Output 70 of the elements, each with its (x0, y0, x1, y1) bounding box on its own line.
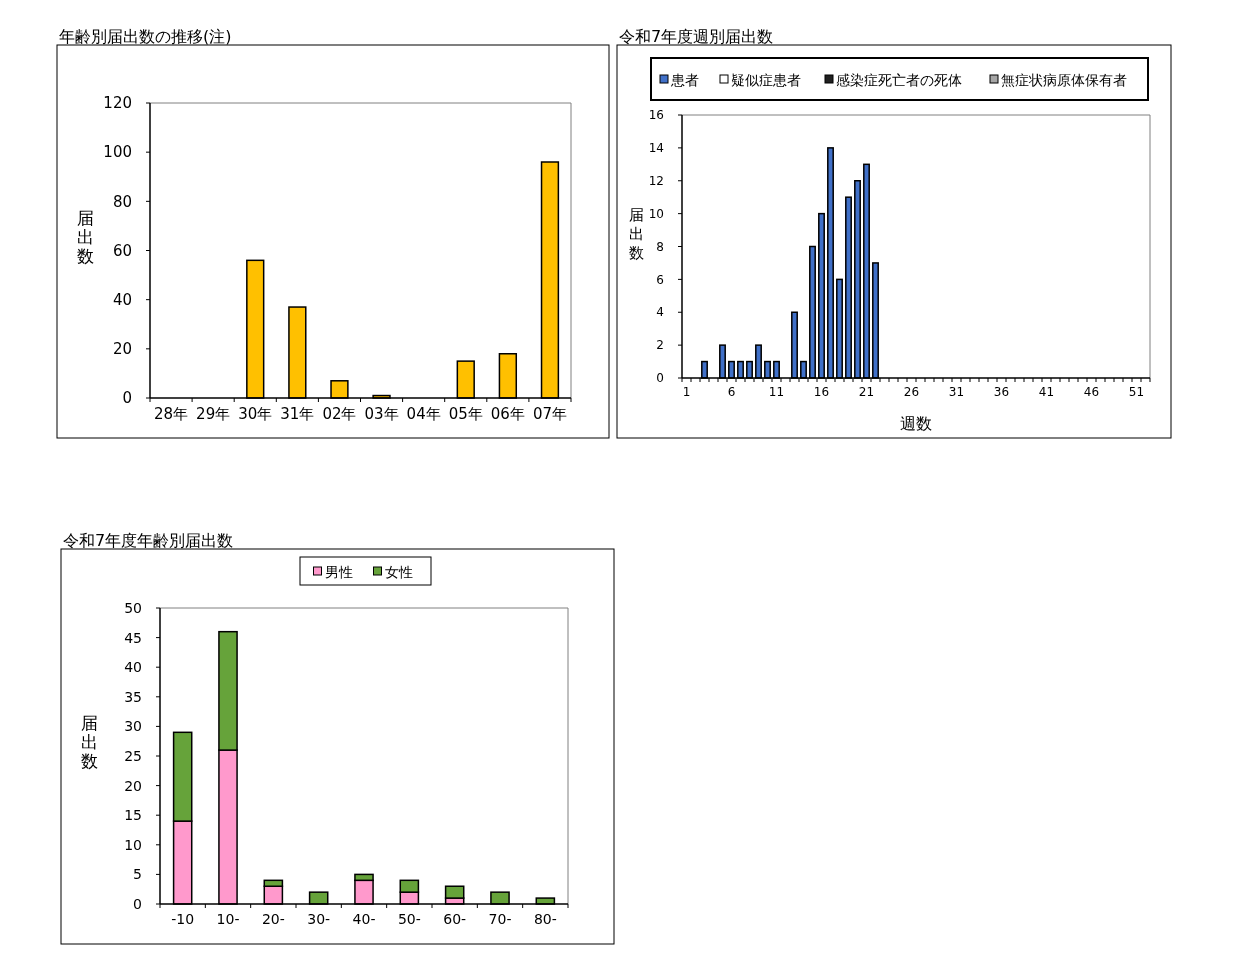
y-tick-label: 15 (124, 807, 142, 824)
x-tick-label: 28年 (154, 405, 189, 423)
y-tick-label: 120 (103, 94, 132, 113)
x-tick-label: 11 (768, 385, 785, 399)
x-tick-label: 70- (488, 911, 512, 927)
x-tick-label: 6 (727, 385, 736, 399)
y-tick-label: 2 (656, 338, 664, 353)
chart-title: 年齢別届出数の推移(注) (59, 27, 232, 46)
x-tick-label: 07年 (532, 405, 567, 423)
x-tick-label: 10- (216, 911, 240, 927)
y-tick-label: 20 (124, 777, 142, 794)
y-tick-label: 80 (112, 192, 132, 211)
x-tick-label: 36 (993, 385, 1010, 399)
y-tick-label: 35 (124, 688, 142, 705)
x-tick-label: 41 (1038, 385, 1055, 399)
x-tick-label: 06年 (490, 405, 525, 423)
y-tick-label: 6 (656, 272, 664, 287)
y-tick-label: 0 (122, 389, 132, 408)
x-tick-label: 60- (443, 911, 467, 927)
y-tick-label: 10 (124, 836, 142, 853)
x-tick-label: 40- (352, 911, 376, 927)
x-tick-label: 02年 (322, 405, 357, 423)
y-tick-label: 5 (133, 866, 142, 883)
y-tick-label: 50 (124, 599, 142, 616)
chart-title: 令和7年度年齢別届出数 (63, 531, 234, 550)
legend-label: 男性 (324, 563, 353, 580)
x-tick-label: 50- (397, 911, 421, 927)
legend-label: 女性 (384, 563, 413, 580)
chart-title: 令和7年度週別届出数 (619, 27, 774, 46)
y-tick-label: 8 (656, 239, 664, 254)
x-tick-label: 21 (858, 385, 875, 399)
x-axis-title: 週数 (900, 414, 932, 433)
y-tick-label: 4 (656, 305, 664, 320)
legend-label: 患者 (670, 71, 699, 88)
y-tick-label: 100 (103, 143, 132, 162)
legend-label: 無症状病原体保有者 (1001, 71, 1127, 88)
x-tick-label: -10 (171, 911, 195, 927)
y-tick-label: 10 (648, 206, 664, 221)
y-tick-label: 45 (124, 629, 142, 646)
y-tick-label: 16 (648, 108, 664, 123)
y-tick-label: 30 (124, 718, 142, 735)
y-axis-title: 届出数 (76, 207, 94, 266)
x-tick-label: 51 (1128, 385, 1145, 399)
x-tick-label: 31 (948, 385, 965, 399)
y-tick-label: 40 (124, 659, 142, 676)
y-axis-title: 届出数 (80, 713, 98, 771)
y-tick-label: 25 (124, 747, 142, 764)
x-tick-label: 31年 (280, 405, 315, 423)
x-tick-label: 04年 (406, 405, 441, 423)
x-tick-label: 80- (533, 911, 557, 927)
legend-label: 疑似症患者 (731, 71, 801, 88)
legend-label: 感染症死亡者の死体 (836, 71, 962, 88)
x-tick-label: 30年 (238, 405, 273, 423)
x-tick-label: 46 (1083, 385, 1100, 399)
x-tick-label: 30- (307, 911, 331, 927)
y-axis-title: 届出数 (628, 205, 644, 262)
x-tick-label: 29年 (196, 405, 231, 423)
x-tick-label: 1 (682, 385, 691, 399)
x-tick-label: 20- (261, 911, 285, 927)
y-tick-label: 20 (112, 340, 132, 359)
y-tick-label: 14 (648, 141, 664, 156)
y-tick-label: 0 (133, 895, 142, 912)
x-tick-label: 05年 (448, 405, 483, 423)
x-tick-label: 26 (903, 385, 920, 399)
x-tick-label: 03年 (364, 405, 399, 423)
x-tick-label: 16 (813, 385, 830, 399)
y-tick-label: 40 (112, 290, 132, 309)
y-tick-label: 0 (656, 371, 664, 386)
y-tick-label: 60 (112, 241, 132, 260)
y-tick-label: 12 (648, 173, 664, 188)
